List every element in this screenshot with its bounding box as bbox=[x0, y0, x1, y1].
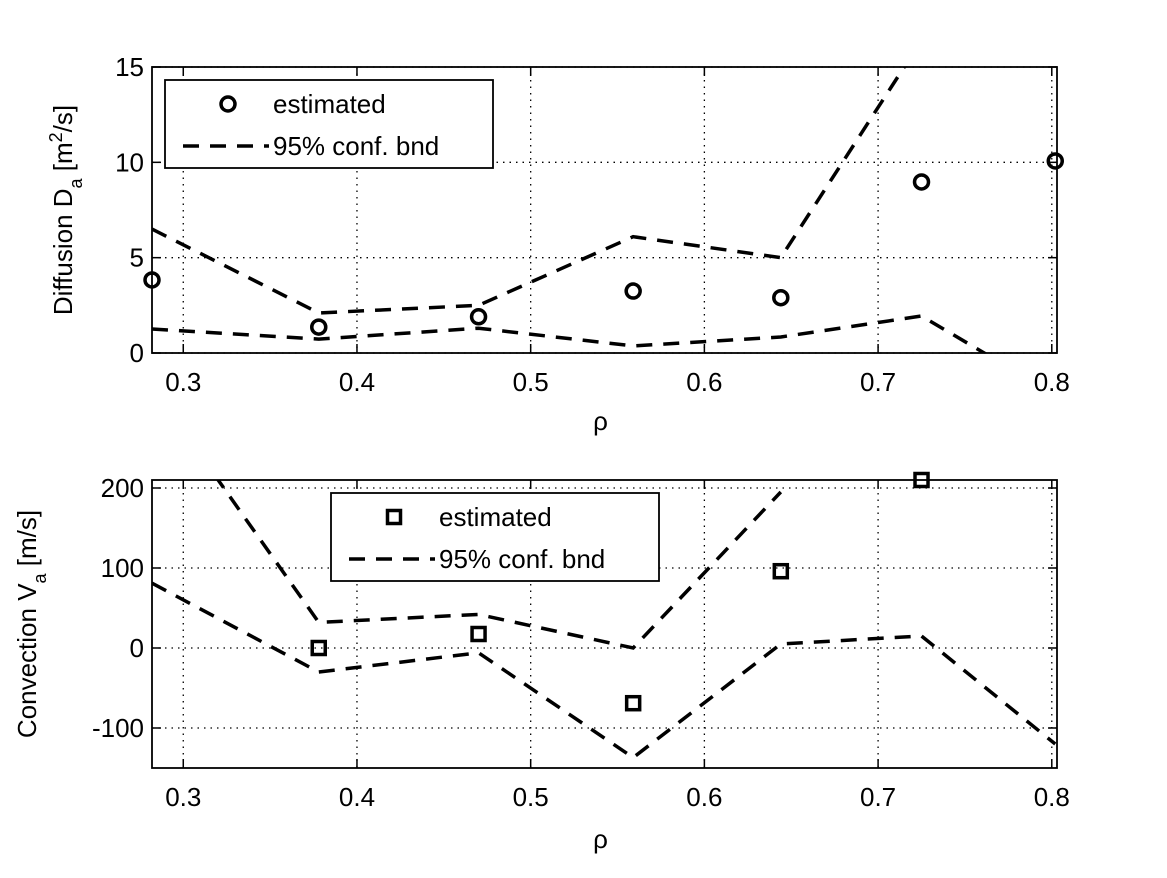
x-tick-label: 0.5 bbox=[513, 367, 549, 397]
legend-marker bbox=[385, 508, 403, 526]
marker bbox=[624, 282, 642, 300]
x-tick-label: 0.7 bbox=[860, 367, 896, 397]
x-tick-label: 0.4 bbox=[339, 367, 375, 397]
y-axis-label: Convection Va [m/s] bbox=[12, 510, 50, 738]
marker bbox=[912, 173, 931, 191]
marker bbox=[772, 562, 790, 580]
y-axis-label-part: [m/s] bbox=[12, 510, 42, 574]
series-line bbox=[152, 314, 988, 353]
x-tick-label: 0.3 bbox=[165, 782, 201, 812]
y-tick-label: 10 bbox=[115, 147, 144, 177]
marker bbox=[310, 639, 328, 657]
series-line bbox=[215, 480, 783, 650]
marker bbox=[469, 308, 488, 326]
marker bbox=[310, 318, 328, 336]
marker bbox=[913, 471, 930, 489]
axes-box bbox=[151, 479, 1058, 769]
x-tick-label: 0.8 bbox=[1034, 367, 1070, 397]
x-tick-label: 0.4 bbox=[339, 782, 375, 812]
legend-marker bbox=[219, 95, 237, 113]
y-axis-label-part: a bbox=[30, 572, 50, 583]
axes-box bbox=[151, 66, 1058, 354]
y-axis-label-part: /s] bbox=[48, 105, 78, 132]
plot-area bbox=[152, 480, 1057, 760]
y-axis-label-part: a bbox=[66, 177, 86, 188]
x-tick-label: 0.7 bbox=[860, 782, 896, 812]
x-axis-label: ρ bbox=[593, 824, 608, 854]
y-tick-label: -100 bbox=[92, 713, 144, 743]
x-tick-label: 0.3 bbox=[165, 367, 201, 397]
x-axis-label: ρ bbox=[593, 406, 608, 436]
series-line bbox=[152, 581, 1057, 760]
y-axis-label: Diffusion Da [m2/s] bbox=[46, 105, 86, 315]
y-tick-label: 5 bbox=[130, 243, 144, 273]
y-tick-label: 100 bbox=[101, 553, 144, 583]
marker bbox=[143, 271, 161, 289]
marker bbox=[772, 288, 790, 307]
y-tick-label: 15 bbox=[115, 52, 144, 82]
x-tick-label: 0.8 bbox=[1034, 782, 1070, 812]
y-tick-label: 0 bbox=[130, 338, 144, 368]
series-line bbox=[152, 67, 907, 315]
legend-label: estimated bbox=[439, 502, 552, 532]
legend-label: estimated bbox=[273, 89, 386, 119]
marker bbox=[624, 694, 642, 712]
legend-label: 95% conf. bnd bbox=[273, 131, 439, 161]
y-axis-label-part: Convection V bbox=[12, 583, 42, 738]
y-axis-label-part: 2 bbox=[46, 132, 66, 142]
y-tick-label: 0 bbox=[130, 633, 144, 663]
y-axis-label-part: [m bbox=[48, 142, 78, 178]
y-tick-label: 200 bbox=[101, 473, 144, 503]
marker bbox=[470, 625, 487, 643]
marker bbox=[1046, 152, 1065, 170]
plot-area bbox=[152, 67, 988, 353]
x-tick-label: 0.5 bbox=[513, 782, 549, 812]
x-tick-label: 0.6 bbox=[686, 782, 722, 812]
legend-label: 95% conf. bnd bbox=[439, 544, 605, 574]
legend-box bbox=[164, 79, 494, 169]
y-axis-label-part: Diffusion D bbox=[48, 188, 78, 315]
x-tick-label: 0.6 bbox=[686, 367, 722, 397]
legend-box bbox=[330, 492, 660, 582]
